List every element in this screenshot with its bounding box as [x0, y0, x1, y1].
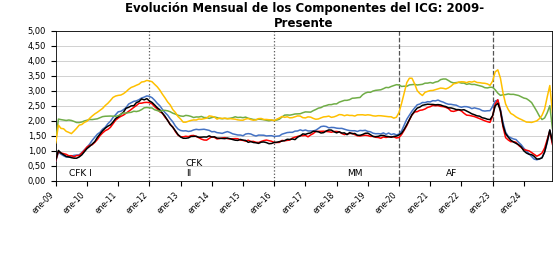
Text: AF: AF	[446, 169, 457, 178]
Title: Evolución Mensual de los Componentes del ICG: 2009-
Presente: Evolución Mensual de los Componentes del…	[124, 2, 484, 30]
Text: CFK I: CFK I	[69, 169, 92, 178]
Text: MM: MM	[347, 169, 363, 178]
Text: CFK
II: CFK II	[186, 159, 203, 178]
